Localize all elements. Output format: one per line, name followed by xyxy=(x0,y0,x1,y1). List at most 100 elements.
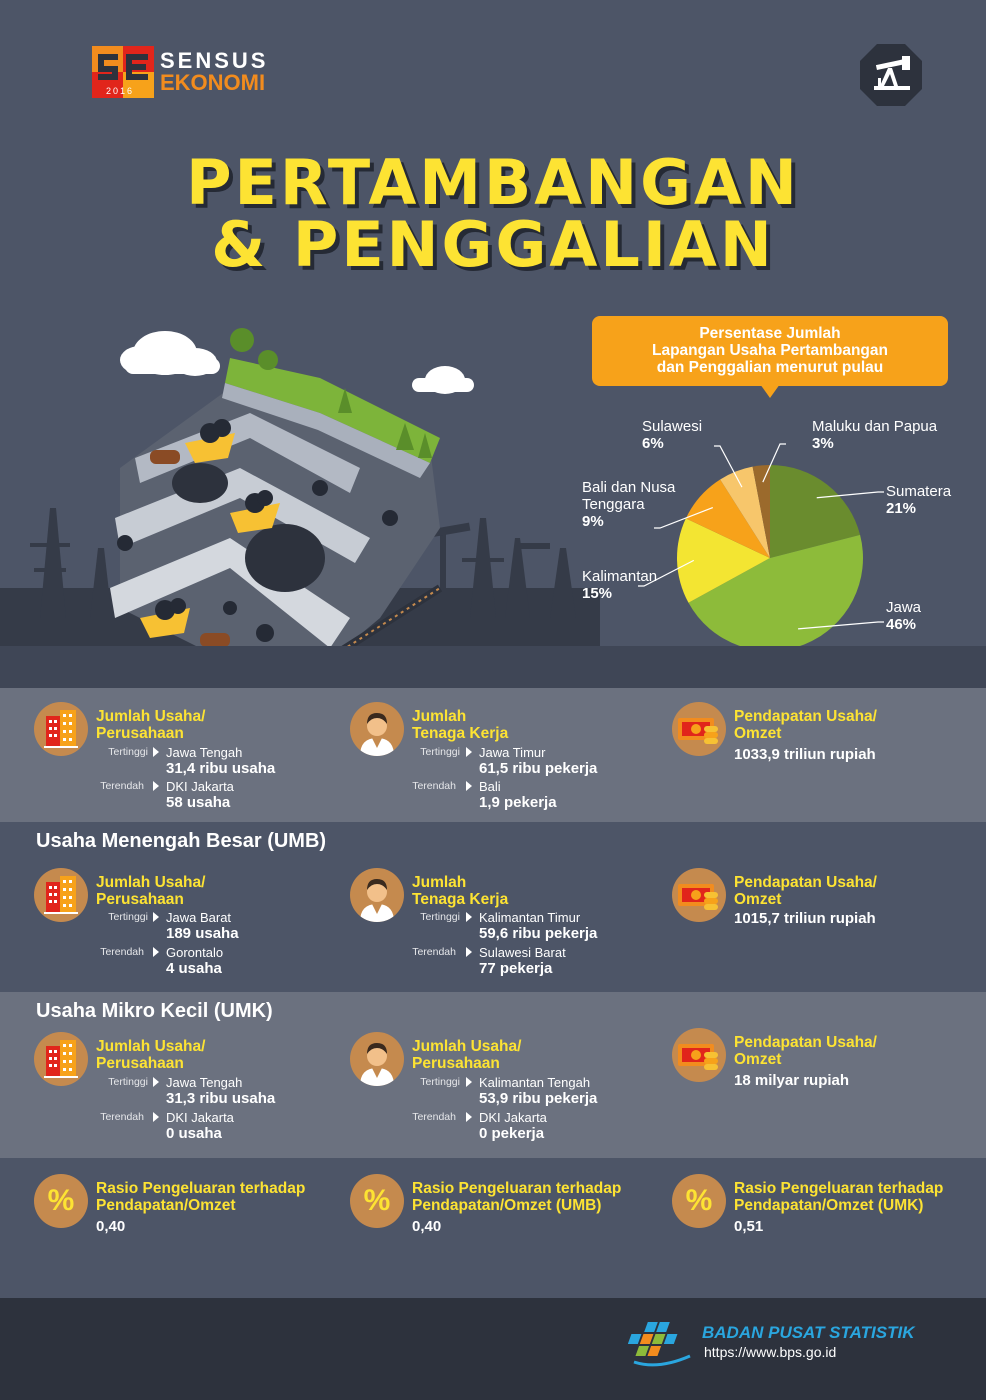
mining-illustration xyxy=(0,328,600,668)
money-icon xyxy=(672,868,726,922)
worker-icon xyxy=(350,702,404,756)
pie-chart-title: Persentase Jumlah Lapangan Usaha Pertamb… xyxy=(592,316,948,386)
high-value: 31,4 ribu usaha xyxy=(166,760,276,777)
pie-title-line2: Lapangan Usaha Pertambangan xyxy=(651,342,888,359)
omzet-value: 18 milyar rupiah xyxy=(734,1072,850,1089)
low-value: 4 usaha xyxy=(166,960,222,977)
label-tertinggi: Tertinggi xyxy=(420,911,460,923)
pie-leader-line xyxy=(638,559,695,587)
pie-slice-sumatera xyxy=(770,465,861,558)
arrow-right-icon xyxy=(153,947,159,957)
label-tertinggi: Tertinggi xyxy=(420,746,460,758)
card-ratio-all: % Rasio Pengeluaran terhadap Pendapatan/… xyxy=(34,1174,334,1294)
card-heading: Rasio Pengeluaran terhadap Pendapatan/Om… xyxy=(96,1180,306,1214)
ratio-value: 0,40 xyxy=(412,1218,442,1235)
section-title-umk: Usaha Mikro Kecil (UMK) xyxy=(36,1000,273,1022)
band-ratio xyxy=(0,1158,986,1298)
arrow-right-icon xyxy=(466,947,472,957)
logo-word-sensus: SENSUS xyxy=(160,48,269,73)
high-value: 53,9 ribu pekerja xyxy=(479,1090,598,1107)
pie-label: Kalimantan xyxy=(582,568,657,585)
arrow-right-icon xyxy=(466,747,472,757)
high-region: Jawa Tengah xyxy=(166,745,243,760)
low-value: 58 usaha xyxy=(166,794,231,811)
page-title-line2: & PENGGALIAN xyxy=(211,208,775,281)
low-value: 1,9 pekerja xyxy=(479,794,557,811)
card-heading: Rasio Pengeluaran terhadap Pendapatan/Om… xyxy=(412,1180,622,1214)
high-value: 31,3 ribu usaha xyxy=(166,1090,276,1107)
pie-leader-line xyxy=(798,621,884,630)
percent-icon: % xyxy=(34,1174,88,1228)
pie-value-label: 9% xyxy=(582,513,604,530)
pie-label: Sumatera xyxy=(886,483,952,500)
arrow-right-icon xyxy=(153,912,159,922)
high-region: Jawa Timur xyxy=(479,745,546,760)
card-heading: Jumlah Usaha/ Perusahaan xyxy=(96,708,206,742)
card-ratio-umb: % Rasio Pengeluaran terhadap Pendapatan/… xyxy=(350,1174,650,1294)
card-umb-tenaga: Jumlah Tenaga Kerja Tertinggi Kalimantan… xyxy=(350,868,650,988)
low-region: DKI Jakarta xyxy=(166,779,234,794)
money-icon xyxy=(672,1028,726,1082)
low-region: Gorontalo xyxy=(166,945,224,960)
bps-org-name: BADAN PUSAT STATISTIK xyxy=(702,1323,915,1342)
bps-logo xyxy=(628,1322,691,1367)
high-region: Jawa Tengah xyxy=(166,1075,243,1090)
label-tertinggi: Tertinggi xyxy=(108,1076,148,1088)
card-umk-tenaga: Jumlah Usaha/ Perusahaan Tertinggi Kalim… xyxy=(350,1032,650,1152)
pie-slice-kalimantan xyxy=(677,518,770,603)
pie-label: Maluku dan Papua xyxy=(812,418,938,435)
label-tertinggi: Tertinggi xyxy=(108,746,148,758)
label-terendah: Terendah xyxy=(412,946,456,958)
pie-slice-bali-dan-nusa-tenggara xyxy=(685,479,770,558)
low-region: DKI Jakarta xyxy=(166,1110,234,1125)
money-icon xyxy=(672,702,726,756)
omzet-value: 1015,7 triliun rupiah xyxy=(734,910,876,927)
pie-leader-line xyxy=(816,491,884,499)
pie-label: Jawa xyxy=(886,599,922,616)
pie-slice-jawa xyxy=(688,534,863,651)
low-value: 77 pekerja xyxy=(479,960,553,977)
pie-value-label: 15% xyxy=(582,585,612,602)
arrow-right-icon xyxy=(153,1112,159,1122)
sensus-ekonomi-logo: SENSUS EKONOMI 2016 xyxy=(92,46,302,102)
label-terendah: Terendah xyxy=(412,780,456,792)
band-umk xyxy=(0,992,986,1158)
card-umb-usaha: Jumlah Usaha/ Perusahaan Tertinggi Jawa … xyxy=(34,868,334,988)
arrow-right-icon xyxy=(466,1077,472,1087)
high-region: Kalimantan Timur xyxy=(479,910,581,925)
arrow-right-icon xyxy=(466,781,472,791)
high-value: 61,5 ribu pekerja xyxy=(479,760,598,777)
oil-pump-icon xyxy=(860,44,922,106)
pie-leader-line xyxy=(762,443,786,483)
card-heading: Pendapatan Usaha/ Omzet xyxy=(734,874,877,908)
worker-icon xyxy=(350,1032,404,1086)
logo-word-ekonomi: EKONOMI xyxy=(160,70,266,95)
building-icon xyxy=(34,1032,88,1086)
high-region: Jawa Barat xyxy=(166,910,232,925)
label-terendah: Terendah xyxy=(100,780,144,792)
se-logo-mark xyxy=(92,46,154,98)
card-heading: Jumlah Tenaga Kerja xyxy=(412,708,509,742)
pie-value-label: 6% xyxy=(642,435,664,452)
building-icon xyxy=(34,702,88,756)
low-value: 0 usaha xyxy=(166,1125,222,1142)
bps-url-link[interactable]: https://www.bps.go.id xyxy=(704,1344,837,1360)
page-title-line1: PERTAMBANGAN xyxy=(186,146,800,219)
pie-slice-sulawesi xyxy=(720,466,770,558)
label-tertinggi: Tertinggi xyxy=(108,911,148,923)
ground-strip xyxy=(0,646,986,688)
low-value: 0 pekerja xyxy=(479,1125,545,1142)
pie-value-label: 21% xyxy=(886,500,916,517)
ratio-value: 0,40 xyxy=(96,1218,126,1235)
pie-label: Sulawesi xyxy=(642,418,702,435)
label-terendah: Terendah xyxy=(100,1111,144,1123)
arrow-right-icon xyxy=(153,1077,159,1087)
arrow-right-icon xyxy=(466,912,472,922)
arrow-right-icon xyxy=(466,1112,472,1122)
pie-title-pointer xyxy=(760,384,780,398)
pie-slice-maluku-dan-papua xyxy=(752,465,770,558)
card-umb-omzet: Pendapatan Usaha/ Omzet 1015,7 triliun r… xyxy=(672,868,972,988)
card-umk-usaha: Jumlah Usaha/ Perusahaan Tertinggi Jawa … xyxy=(34,1032,334,1152)
card-total-usaha: Jumlah Usaha/ Perusahaan Tertinggi Jawa … xyxy=(34,702,334,822)
